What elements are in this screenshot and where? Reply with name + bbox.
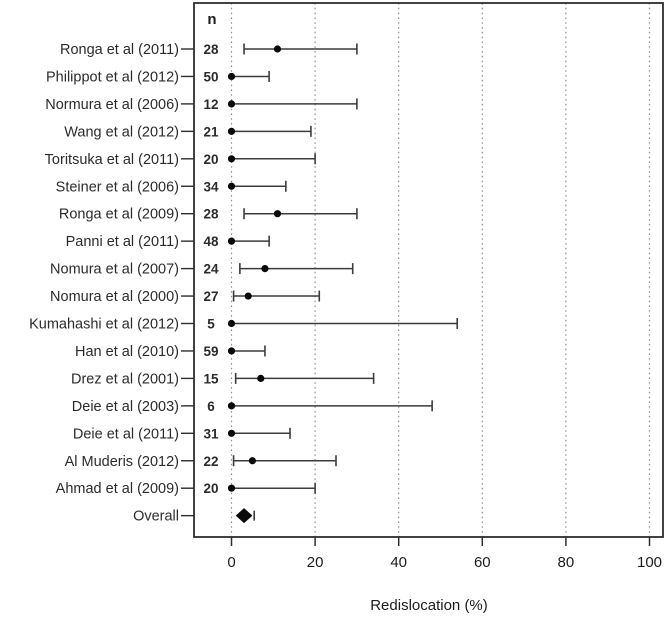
n-value: 59 [203,344,218,359]
point-estimate-marker [227,484,236,492]
overall-diamond [235,508,253,524]
point-estimate-marker [227,182,236,190]
study-label: Panni et al (2011) [66,234,179,250]
n-value: 24 [203,262,219,277]
point-estimate-marker [227,237,236,245]
n-value: 20 [203,152,218,167]
n-column-header: n [207,11,217,28]
plot-border [193,2,664,538]
study-label: Normura et al (2006) [45,97,179,113]
study-label: Drez et al (2001) [71,371,179,387]
x-axis-title: Redislocation (%) [370,597,488,614]
point-estimate-marker [261,265,269,273]
n-value: 5 [207,317,215,332]
study-label: Nomura et al (2007) [50,262,179,278]
point-estimate-marker [273,210,282,218]
study-label: Ronga et al (2009) [59,207,179,223]
x-tick-label: 80 [558,554,575,571]
study-label: Han et al (2010) [75,344,179,360]
point-estimate-marker [227,127,236,135]
point-estimate-marker [227,347,236,355]
n-value: 31 [203,426,219,441]
study-label: Steiner et al (2006) [56,179,179,195]
point-estimate-marker [227,402,236,410]
point-estimate-marker [248,457,256,465]
n-value: 20 [203,481,218,496]
point-estimate-marker [227,155,236,163]
point-estimate-marker [273,45,282,53]
study-label: Ronga et al (2011) [60,42,179,58]
study-label: Philippot et al (2012) [46,69,179,85]
x-tick-label: 20 [307,554,324,571]
study-label: Ahmad et al (2009) [56,481,179,497]
x-tick-label: 100 [637,554,662,571]
n-value: 22 [203,454,218,469]
n-value: 21 [203,124,219,139]
n-value: 50 [203,69,218,84]
n-value: 28 [203,42,219,57]
study-label: Al Muderis (2012) [65,454,179,470]
x-tick-label: 60 [474,554,491,571]
x-tick-label: 0 [227,554,235,571]
point-estimate-marker [227,72,236,81]
point-estimate-marker [244,292,252,300]
study-label: Deie et al (2011) [73,426,179,442]
study-label: Nomura et al (2000) [50,289,179,305]
study-label: Kumahashi et al (2012) [29,317,179,333]
n-value: 28 [203,207,219,222]
point-estimate-marker [257,374,265,382]
n-value: 27 [203,289,218,304]
n-value: 15 [203,371,219,386]
study-label: Deie et al (2003) [72,399,179,415]
point-estimate-marker [227,429,236,437]
study-label: Wang et al (2012) [64,124,179,140]
x-tick-label: 40 [390,554,407,571]
overall-label: Overall [133,509,179,525]
point-estimate-marker [227,100,236,108]
n-value: 12 [203,97,218,112]
n-value: 6 [207,399,215,414]
point-estimate-marker [227,319,236,328]
n-value: 48 [203,234,219,249]
study-label: Toritsuka et al (2011) [45,152,179,168]
n-value: 34 [203,179,219,194]
